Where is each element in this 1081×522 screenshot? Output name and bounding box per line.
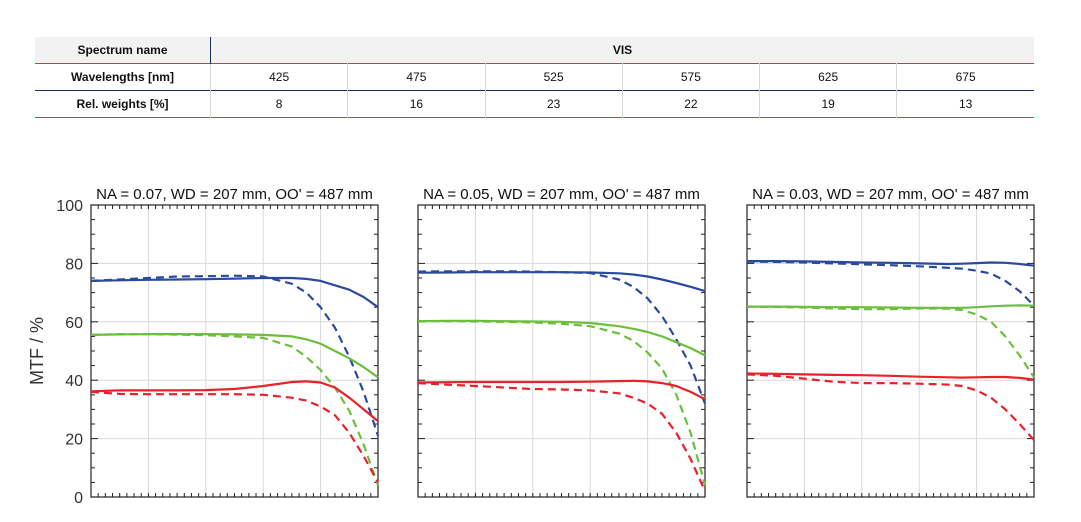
mtf-series-blue-solid bbox=[417, 271, 706, 293]
mtf-series-red-solid bbox=[417, 379, 706, 401]
mtf-series-green-dashed bbox=[90, 333, 380, 486]
mtf-series-green-solid bbox=[90, 333, 379, 379]
plot-frame bbox=[90, 204, 379, 498]
spectrum-table: Spectrum name VIS Wavelengths [nm] 425 4… bbox=[35, 37, 1034, 118]
chart-title: NA = 0.07, WD = 207 mm, OO' = 487 mm bbox=[96, 186, 373, 203]
plot-frame bbox=[746, 204, 1035, 498]
mtf-series-blue-dashed bbox=[746, 260, 1035, 307]
wavelength-cell: 425 bbox=[210, 63, 349, 91]
chart-title: NA = 0.03, WD = 207 mm, OO' = 487 mm bbox=[752, 186, 1029, 203]
y-tick-label: 40 bbox=[65, 373, 83, 390]
y-tick-label: 20 bbox=[65, 432, 83, 449]
mtf-series-red-dashed bbox=[746, 373, 1035, 441]
mtf-series-red-solid bbox=[746, 372, 1035, 381]
wavelength-cell: 625 bbox=[759, 63, 898, 91]
wavelength-cell: 475 bbox=[347, 63, 486, 91]
plot-frame bbox=[417, 204, 706, 498]
y-tick-label: 100 bbox=[56, 198, 83, 215]
weight-cell: 19 bbox=[759, 90, 898, 118]
mtf-series-green-dashed bbox=[746, 305, 1035, 378]
mtf-series-green-solid bbox=[417, 319, 706, 357]
weights-label: Rel. weights [%] bbox=[35, 90, 211, 118]
mtf-series-blue-solid bbox=[747, 260, 1035, 267]
mtf-series-red-dashed bbox=[90, 390, 379, 483]
weight-cell: 22 bbox=[622, 90, 761, 118]
wavelength-label: Wavelengths [nm] bbox=[35, 63, 211, 91]
weight-cell: 13 bbox=[958, 97, 973, 111]
wavelength-cell: 675 bbox=[955, 70, 976, 84]
wavelength-cell: 525 bbox=[485, 63, 623, 91]
weight-cell: 16 bbox=[347, 90, 486, 118]
weight-cell: 23 bbox=[485, 90, 623, 118]
mtf-series-blue-dashed bbox=[90, 274, 380, 437]
mtf-series-green-dashed bbox=[418, 320, 707, 486]
mtf-series-blue-solid bbox=[90, 276, 379, 309]
y-axis-label: MTF / % bbox=[27, 317, 47, 385]
wavelength-row: Wavelengths [nm] 425 475 525 575 625 675 bbox=[35, 63, 1034, 91]
wavelength-cell: 575 bbox=[622, 63, 761, 91]
spectrum-row: Spectrum name VIS bbox=[35, 37, 1034, 64]
chart-title: NA = 0.05, WD = 207 mm, OO' = 487 mm bbox=[423, 186, 700, 203]
y-tick-label: 0 bbox=[74, 490, 83, 507]
mtf-series-blue-dashed bbox=[417, 270, 707, 404]
y-tick-label: 80 bbox=[65, 256, 83, 273]
spectrum-label: Spectrum name bbox=[35, 37, 211, 64]
y-tick-label: 60 bbox=[65, 315, 83, 332]
weights-row: Rel. weights [%] 8 16 23 22 19 13 bbox=[35, 90, 1034, 118]
weight-cell: 8 bbox=[210, 90, 349, 118]
mtf-series-red-dashed bbox=[417, 382, 707, 492]
spectrum-value: VIS bbox=[210, 37, 1034, 64]
mtf-series-red-solid bbox=[90, 380, 379, 422]
